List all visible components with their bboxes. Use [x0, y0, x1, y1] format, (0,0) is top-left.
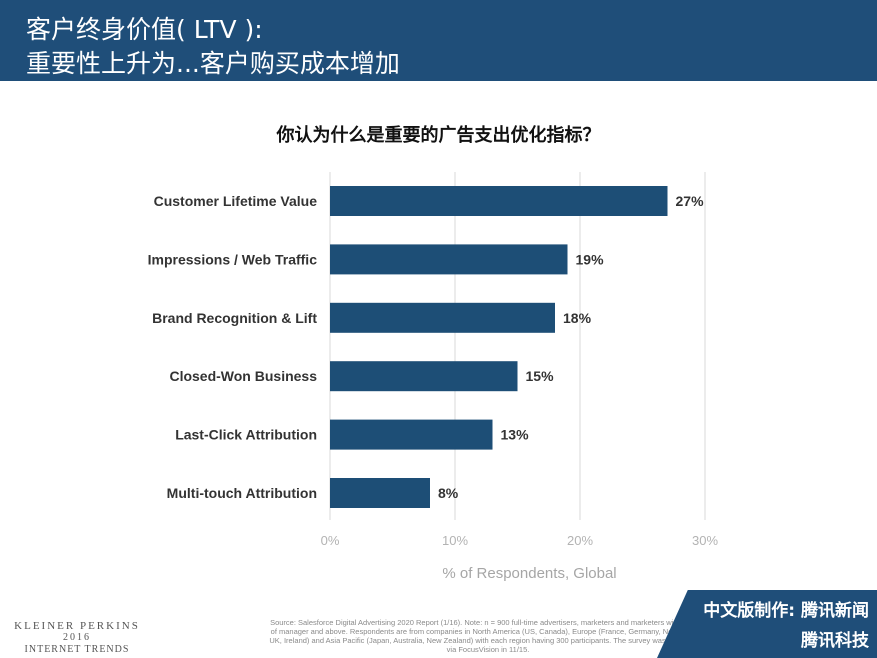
brand-box: 中文版制作: 腾讯新闻 腾讯科技	[657, 590, 877, 658]
category-label: Closed-Won Business	[169, 368, 317, 384]
data-label: 15%	[526, 368, 555, 384]
bar	[330, 302, 555, 333]
x-tick-label: 0%	[321, 533, 340, 548]
logo-line2: 2016	[63, 632, 91, 643]
category-label: Brand Recognition & Lift	[152, 310, 317, 326]
kpcb-logo: KLEINER PERKINS 2016 INTERNET TRENDS	[12, 620, 142, 656]
brand-line2: 腾讯科技	[801, 631, 869, 651]
chart-title: 你认为什么是重要的广告支出优化指标？	[276, 125, 601, 146]
bar	[330, 186, 668, 216]
bar-chart: 0% 10% 20% 30% Customer Lifetime Value 27% Imp…	[148, 172, 718, 582]
category-label: Impressions / Web Traffic	[148, 251, 318, 267]
x-tick-label: 10%	[442, 533, 468, 548]
data-label: 19%	[576, 251, 605, 267]
category-label: Customer Lifetime Value	[154, 193, 318, 209]
logo-line1: KLEINER PERKINS	[14, 620, 140, 632]
data-label: 27%	[676, 193, 705, 209]
category-label: Multi-touch Attribution	[167, 485, 317, 501]
bar	[330, 244, 568, 275]
brand-line1: 中文版制作: 腾讯新闻	[703, 601, 869, 621]
data-label: 8%	[438, 485, 459, 501]
logo-line3: INTERNET TRENDS	[24, 644, 130, 655]
data-label: 13%	[501, 427, 530, 443]
slide-title-line1: 客户终身价值( LTV ):	[26, 15, 263, 44]
x-tick-label: 30%	[692, 533, 718, 548]
source-note: Source: Salesforce Digital Advertising 2…	[269, 618, 707, 654]
data-label: 18%	[563, 310, 592, 326]
bar	[330, 478, 430, 508]
bar	[330, 419, 493, 450]
slide-header: 客户终身价值( LTV ): 重要性上升为...客户购买成本增加	[0, 0, 877, 81]
x-axis-title: % of Respondents, Global	[442, 565, 616, 582]
category-label: Last-Click Attribution	[175, 427, 317, 443]
bar	[330, 361, 518, 392]
slide-title-line2: 重要性上升为...客户购买成本增加	[26, 49, 400, 78]
x-tick-label: 20%	[567, 533, 593, 548]
